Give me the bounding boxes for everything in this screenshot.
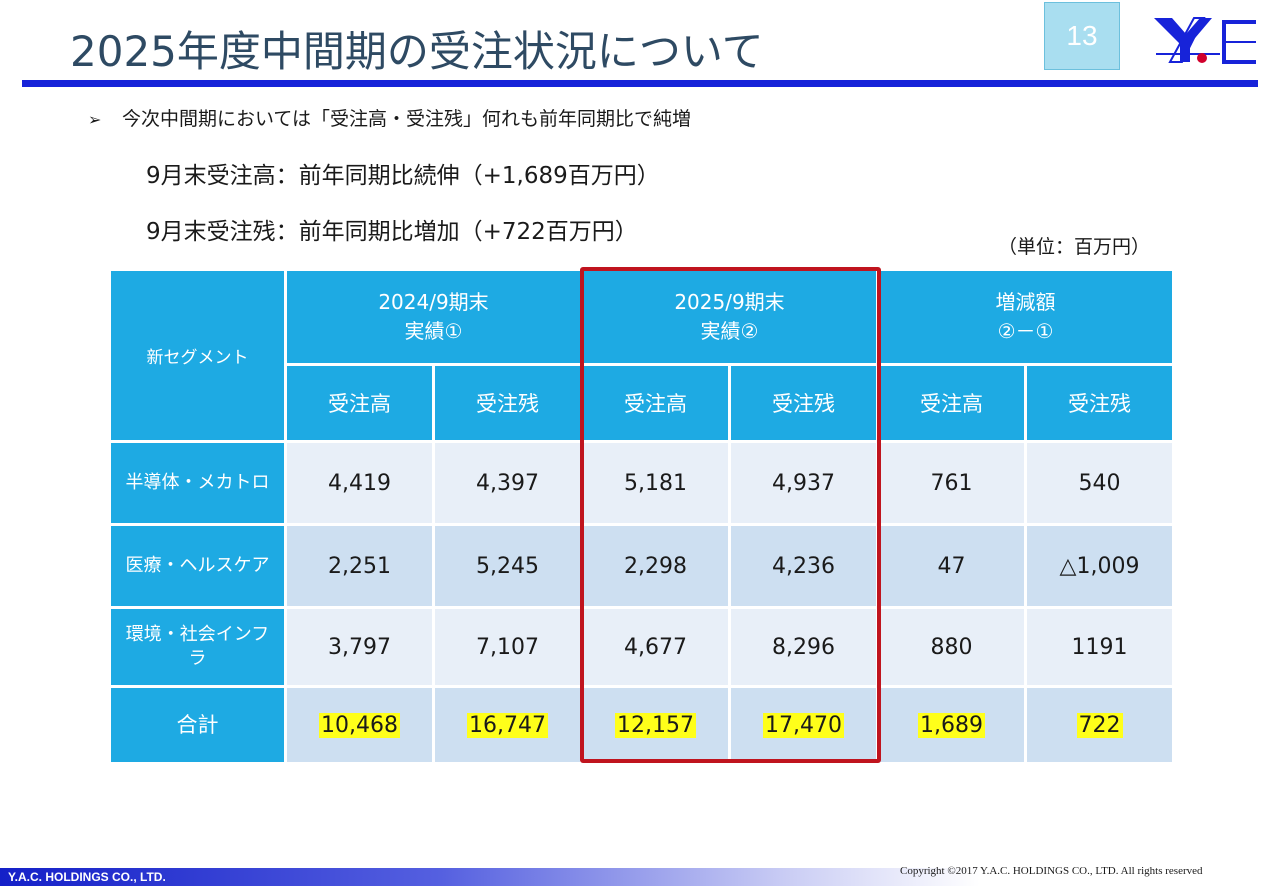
total-cell: 17,470	[728, 685, 879, 765]
page-number: 13	[1044, 2, 1120, 70]
table-cell: 4,677	[580, 606, 731, 688]
group-header-change: 増減額 ②－①	[876, 268, 1175, 366]
sub-header: 受注高	[580, 363, 731, 443]
table-cell: △1,009	[1024, 523, 1175, 609]
total-cell: 10,468	[284, 685, 435, 765]
table-cell: 1191	[1024, 606, 1175, 688]
table-cell: 3,797	[284, 606, 435, 688]
group-header-line: 2025/9期末	[674, 290, 785, 314]
group-header-line: 2024/9期末	[378, 290, 489, 314]
bullet-text: 今次中間期においては「受注高・受注残」何れも前年同期比で純増	[122, 108, 692, 130]
sub-header: 受注残	[1024, 363, 1175, 443]
page-title: 2025年度中間期の受注状況について	[70, 27, 764, 76]
table-row: 環境・社会インフラ 3,797 7,107 4,677 8,296 880 11…	[108, 606, 1175, 688]
highlighted-value: 17,470	[763, 712, 844, 738]
total-cell: 12,157	[580, 685, 731, 765]
table-row: 医療・ヘルスケア 2,251 5,245 2,298 4,236 47 △1,0…	[108, 523, 1175, 609]
group-header-line: 増減額	[995, 290, 1056, 314]
table-row: 半導体・メカトロ 4,419 4,397 5,181 4,937 761 540	[108, 440, 1175, 526]
table-cell: 4,937	[728, 440, 879, 526]
total-row: 合計 10,468 16,747 12,157 17,470 1,689 722	[108, 685, 1175, 765]
table-cell: 5,181	[580, 440, 731, 526]
company-logo	[1154, 17, 1256, 64]
highlighted-value: 1,689	[918, 712, 985, 738]
segment-label: 医療・ヘルスケア	[108, 523, 287, 609]
segment-header: 新セグメント	[108, 268, 287, 443]
group-header-line: ②－①	[997, 319, 1054, 343]
total-cell: 16,747	[432, 685, 583, 765]
footer-copyright: Copyright ©2017 Y.A.C. HOLDINGS CO., LTD…	[900, 865, 1203, 877]
table-cell: 2,298	[580, 523, 731, 609]
total-cell: 722	[1024, 685, 1175, 765]
table-cell: 880	[876, 606, 1027, 688]
footer-bar	[0, 868, 980, 886]
table-cell: 47	[876, 523, 1027, 609]
table-cell: 2,251	[284, 523, 435, 609]
orders-table: 新セグメント 2024/9期末 実績① 2025/9期末 実績② 増減額 ②－①…	[108, 268, 1175, 765]
table-cell: 540	[1024, 440, 1175, 526]
sub-header: 受注高	[876, 363, 1027, 443]
unit-label: （単位：百万円）	[998, 236, 1151, 258]
title-underline	[22, 80, 1258, 87]
highlighted-value: 10,468	[319, 712, 400, 738]
sub-header: 受注高	[284, 363, 435, 443]
total-cell: 1,689	[876, 685, 1027, 765]
table-cell: 4,236	[728, 523, 879, 609]
table-cell: 4,419	[284, 440, 435, 526]
sub-header: 受注残	[432, 363, 583, 443]
group-header-line: 実績①	[404, 319, 463, 343]
group-header-2024: 2024/9期末 実績①	[284, 268, 583, 366]
table-cell: 4,397	[432, 440, 583, 526]
segment-label: 半導体・メカトロ	[108, 440, 287, 526]
footer-company: Y.A.C. HOLDINGS CO., LTD.	[8, 870, 166, 884]
summary-bullet: ➢ 今次中間期においては「受注高・受注残」何れも前年同期比で純増	[88, 104, 691, 131]
highlighted-value: 722	[1076, 712, 1123, 738]
group-header-line: 実績②	[700, 319, 759, 343]
total-label: 合計	[108, 685, 287, 765]
arrow-bullet-icon: ➢	[88, 110, 102, 129]
group-header-2025: 2025/9期末 実績②	[580, 268, 879, 366]
table-cell: 5,245	[432, 523, 583, 609]
highlighted-value: 16,747	[467, 712, 548, 738]
order-backlog-summary: 9月末受注残：前年同期比増加（+722百万円）	[146, 219, 638, 245]
table-cell: 761	[876, 440, 1027, 526]
table-cell: 7,107	[432, 606, 583, 688]
sub-header: 受注残	[728, 363, 879, 443]
segment-label: 環境・社会インフラ	[108, 606, 287, 688]
orders-received-summary: 9月末受注高：前年同期比続伸（+1,689百万円）	[146, 163, 660, 189]
table-cell: 8,296	[728, 606, 879, 688]
highlighted-value: 12,157	[615, 712, 696, 738]
